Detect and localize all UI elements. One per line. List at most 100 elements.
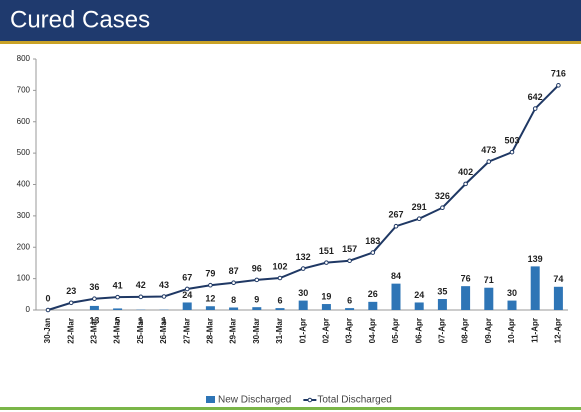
line-point xyxy=(161,294,167,299)
line-value-label: 132 xyxy=(296,252,311,262)
bar-value-label: 26 xyxy=(368,289,378,299)
line-point xyxy=(138,294,144,300)
x-tick-label: 29-Mar xyxy=(229,318,238,344)
bar-value-label: 24 xyxy=(182,290,192,300)
line-value-label: 79 xyxy=(205,269,215,279)
line-point xyxy=(300,266,306,271)
x-tick-label: 26-Mar xyxy=(159,318,168,344)
bar xyxy=(437,299,447,310)
x-tick-label: 11-Apr xyxy=(530,318,539,343)
line-value-label: 402 xyxy=(458,167,473,177)
bar xyxy=(507,300,517,310)
x-tick-label: 08-Apr xyxy=(461,318,470,343)
bar-value-label: 76 xyxy=(461,274,471,284)
bar-value-label: 5 xyxy=(115,315,120,325)
line-value-label: 36 xyxy=(89,282,99,292)
bar-value-label: 35 xyxy=(437,286,447,296)
y-tick-label: 800 xyxy=(17,54,31,63)
bar xyxy=(368,301,378,310)
bar-value-label: 1 xyxy=(138,315,143,325)
bar-value-label: 8 xyxy=(231,295,236,305)
line-point xyxy=(68,300,74,306)
line-point xyxy=(324,260,329,265)
bar xyxy=(113,308,123,310)
x-tick-label: 12-Apr xyxy=(554,318,563,343)
line-value-label: 23 xyxy=(66,286,76,296)
bar-value-label: 74 xyxy=(553,274,563,284)
x-tick-label: 01-Apr xyxy=(298,318,307,343)
x-tick-label: 02-Apr xyxy=(322,318,331,343)
line-value-label: 716 xyxy=(551,69,566,79)
line-point xyxy=(486,159,492,164)
bar-value-label: 19 xyxy=(321,291,331,301)
line-value-label: 43 xyxy=(159,280,169,290)
x-tick-label: 28-Mar xyxy=(206,318,215,344)
x-tick-label: 09-Apr xyxy=(484,318,493,343)
line-value-label: 102 xyxy=(272,261,287,271)
chart-title: Cured Cases xyxy=(10,6,150,33)
bar xyxy=(553,286,563,310)
bar-value-label: 9 xyxy=(254,295,259,305)
bar-value-label: 71 xyxy=(484,275,494,285)
y-tick-label: 600 xyxy=(17,117,31,126)
line-value-label: 151 xyxy=(319,246,334,256)
x-tick-label: 30-Jan xyxy=(43,318,52,343)
y-tick-label: 400 xyxy=(17,180,31,189)
bar-value-label: 139 xyxy=(528,254,543,264)
line-value-label: 42 xyxy=(136,280,146,290)
x-tick-label: 27-Mar xyxy=(182,318,191,344)
bar xyxy=(461,286,471,310)
line-value-label: 267 xyxy=(388,210,403,220)
line-value-label: 326 xyxy=(435,191,450,201)
y-tick-label: 700 xyxy=(17,85,31,94)
y-tick-label: 300 xyxy=(17,211,31,220)
bar-value-label: 24 xyxy=(414,290,424,300)
bar-value-label: 6 xyxy=(277,295,282,305)
bar-value-label: 84 xyxy=(391,271,401,281)
x-tick-label: 23-Mar xyxy=(90,318,99,344)
line-point xyxy=(277,275,283,281)
line-point xyxy=(45,307,51,313)
bar xyxy=(252,307,262,310)
line-point xyxy=(556,83,561,88)
line-point xyxy=(208,282,213,288)
bar xyxy=(205,306,215,310)
bar xyxy=(321,304,331,310)
line-value-label: 87 xyxy=(229,266,239,276)
bar xyxy=(391,283,401,310)
line-value-label: 41 xyxy=(113,281,123,291)
legend-label: Total Discharged xyxy=(317,395,391,406)
x-tick-label: 22-Mar xyxy=(66,318,75,344)
x-tick-label: 07-Apr xyxy=(438,318,447,343)
bar-value-label: 30 xyxy=(507,288,517,298)
y-tick-label: 200 xyxy=(17,242,31,251)
line-point xyxy=(393,223,399,229)
y-tick-label: 500 xyxy=(17,148,31,157)
bar xyxy=(484,287,494,310)
line-point xyxy=(115,294,120,300)
x-tick-label: 05-Apr xyxy=(391,318,400,343)
line-point xyxy=(532,106,538,111)
line-point xyxy=(463,181,468,187)
line-value-label: 503 xyxy=(504,136,519,146)
line-value-label: 183 xyxy=(365,236,380,246)
line-value-label: 291 xyxy=(412,202,427,212)
line-point xyxy=(347,258,352,264)
x-tick-label: 10-Apr xyxy=(507,318,516,343)
line-value-label: 473 xyxy=(481,145,496,155)
line-value-label: 96 xyxy=(252,263,262,273)
y-tick-label: 0 xyxy=(26,305,31,314)
line-value-label: 642 xyxy=(528,92,543,102)
line-point xyxy=(370,250,376,255)
legend-swatch xyxy=(206,396,215,403)
line-value-label: 67 xyxy=(182,272,192,282)
bar-value-label: 30 xyxy=(298,288,308,298)
line-value-label: 157 xyxy=(342,244,357,254)
line-point xyxy=(231,280,236,286)
line-point xyxy=(92,296,97,302)
footer-rule xyxy=(0,407,581,410)
line-point xyxy=(440,205,445,211)
line-point xyxy=(509,149,515,155)
x-tick-label: 30-Mar xyxy=(252,318,261,344)
